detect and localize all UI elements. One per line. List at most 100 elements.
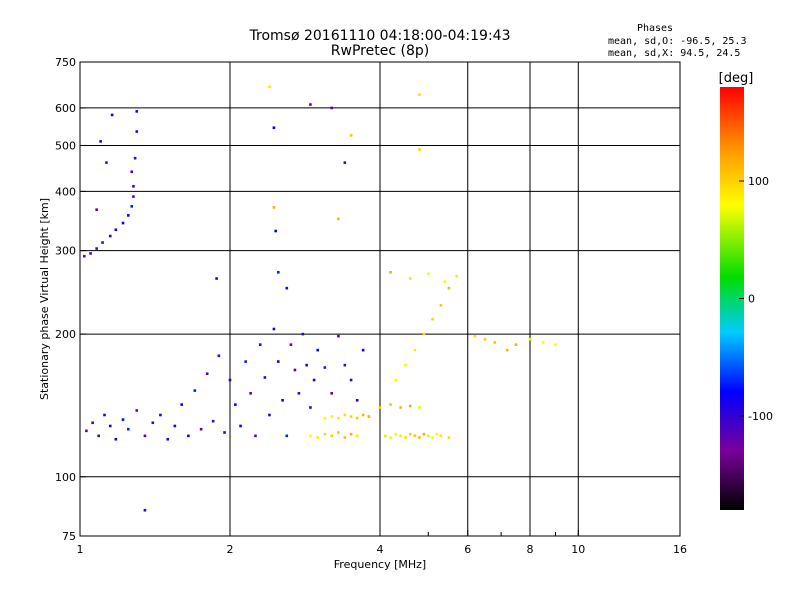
data-point (394, 432, 397, 436)
data-point (422, 432, 426, 436)
colorbar-tick-label: 0 (748, 293, 755, 306)
data-point (108, 424, 112, 428)
data-point (309, 434, 312, 438)
data-point (389, 436, 392, 439)
data-point (473, 334, 477, 338)
x-tick-label: 4 (377, 543, 384, 556)
data-point (435, 432, 439, 436)
data-point (132, 185, 135, 188)
y-tick-label: 100 (55, 471, 76, 484)
data-point (330, 392, 334, 395)
data-point (337, 416, 340, 420)
data-point (355, 398, 359, 402)
colorbar-tick-label: 100 (748, 175, 769, 188)
data-point (95, 208, 98, 211)
stats-o-line: mean, sd,O: -96.5, 25.3 (608, 36, 746, 47)
data-point (130, 170, 134, 174)
data-point (228, 378, 232, 382)
data-point (431, 317, 434, 321)
data-point (447, 436, 451, 439)
data-point (367, 415, 371, 418)
data-point (97, 434, 100, 438)
data-point (135, 409, 139, 412)
data-point (343, 413, 347, 417)
data-point (408, 277, 412, 280)
y-tick-label: 600 (55, 102, 76, 115)
y-tick-label: 750 (55, 56, 76, 69)
data-point (493, 341, 497, 344)
data-point (285, 434, 289, 438)
data-point (426, 434, 430, 438)
data-point (205, 372, 209, 375)
data-point (455, 274, 458, 278)
data-point (239, 424, 242, 428)
data-point (439, 304, 443, 307)
data-point (85, 429, 88, 433)
data-point (101, 241, 104, 244)
data-point (418, 436, 421, 439)
data-point (180, 403, 184, 406)
data-point (422, 332, 426, 336)
data-point (114, 437, 118, 441)
data-point (268, 413, 271, 417)
data-point (408, 432, 412, 436)
data-point (316, 348, 320, 352)
y-tick-label: 300 (55, 245, 76, 258)
data-point (217, 354, 221, 358)
data-point (361, 348, 365, 352)
data-point (389, 403, 392, 406)
colorbar-label: [deg] (719, 71, 754, 86)
colorbar-ticks: 100 0 -100 (739, 175, 773, 423)
grid-lines (80, 62, 680, 536)
data-point (349, 378, 353, 382)
data-point (114, 228, 118, 232)
data-point (99, 140, 102, 143)
data-point (132, 195, 135, 198)
data-point (418, 148, 421, 151)
data-point (143, 434, 147, 438)
data-point (297, 392, 301, 395)
data-point (426, 272, 430, 276)
data-point (121, 221, 125, 225)
data-point (305, 363, 308, 367)
data-point (121, 418, 125, 421)
x-tick-label: 8 (527, 543, 534, 556)
data-point (151, 421, 155, 425)
data-point (418, 93, 421, 96)
data-point (159, 413, 162, 417)
data-point (554, 343, 557, 346)
data-point (413, 348, 417, 352)
data-point (408, 404, 412, 408)
data-point (337, 217, 340, 221)
x-tick-label: 2 (227, 543, 234, 556)
data-point (404, 436, 407, 439)
x-tick-label: 10 (571, 543, 585, 556)
data-point (312, 378, 316, 382)
data-point (143, 508, 147, 512)
data-point (276, 271, 280, 274)
x-tick-label: 16 (673, 543, 687, 556)
data-point (133, 156, 137, 160)
data-point (215, 277, 218, 280)
data-point (323, 366, 327, 369)
data-point (126, 214, 130, 217)
data-point (361, 413, 365, 417)
data-point (272, 327, 276, 331)
colorbar-tick-label: -100 (748, 410, 773, 423)
stats-title: Phases (637, 23, 673, 34)
data-point (413, 434, 417, 438)
y-axis-ticks: 75 100 200 300 400 500 600 750 (55, 56, 86, 543)
data-point (439, 434, 443, 438)
y-tick-label: 400 (55, 185, 76, 198)
data-point (223, 431, 226, 434)
data-points (82, 85, 557, 512)
data-point (384, 434, 387, 438)
data-point (234, 403, 237, 406)
x-axis-ticks: 1 2 4 6 8 10 16 (77, 530, 687, 556)
data-point (323, 416, 327, 420)
data-point (166, 437, 170, 441)
data-point (173, 424, 177, 428)
data-point (244, 360, 247, 363)
